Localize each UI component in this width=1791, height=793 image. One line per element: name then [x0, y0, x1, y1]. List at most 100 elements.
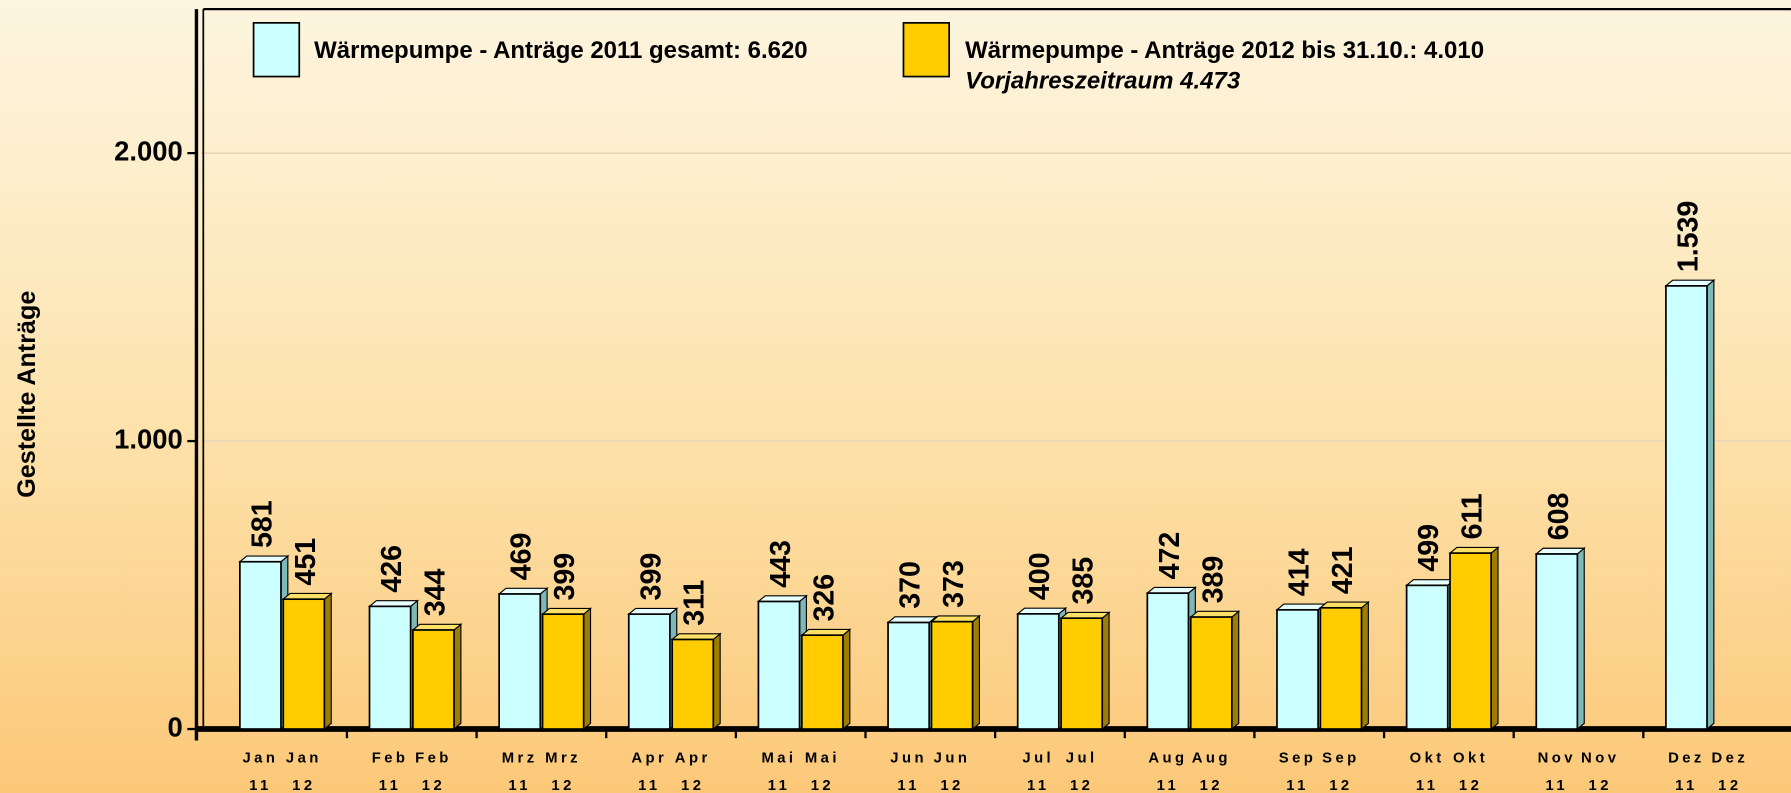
value-label: 370 — [895, 561, 927, 609]
x-sublabel: 11 — [1157, 778, 1180, 793]
x-sublabel: 12 — [681, 778, 704, 793]
x-tick-label: Mai — [761, 751, 796, 767]
x-sublabel: 11 — [1546, 778, 1569, 793]
x-tick-label: Okt — [1453, 751, 1488, 767]
x-sublabel: 11 — [379, 778, 402, 793]
bar — [412, 629, 455, 730]
bar — [368, 605, 412, 730]
x-sublabel: 11 — [1675, 778, 1698, 793]
x-sublabel: 12 — [551, 778, 574, 793]
value-label: 399 — [635, 553, 667, 601]
value-label: 399 — [549, 553, 581, 601]
bar-side — [583, 607, 592, 731]
x-sublabel: 11 — [508, 778, 531, 793]
x-tick-label: Sep — [1322, 751, 1360, 767]
x-tick-label: Okt — [1410, 751, 1445, 767]
value-label: 389 — [1197, 556, 1229, 604]
value-label: 373 — [938, 560, 970, 608]
bar — [627, 613, 671, 730]
x-tick-label: Jan — [242, 751, 278, 767]
x-tick-label: Mrz — [502, 751, 538, 767]
bar — [671, 638, 715, 730]
bar — [541, 613, 585, 730]
x-tick-label: Dez — [1668, 751, 1705, 767]
bar-top — [1405, 579, 1457, 586]
value-label: 400 — [1024, 552, 1056, 600]
bar — [1535, 553, 1579, 730]
y-axis-title: Gestellte Anträge — [13, 291, 41, 498]
x-tick-label: Mai — [805, 751, 840, 767]
value-label: 414 — [1284, 548, 1316, 596]
bar-top — [497, 587, 549, 595]
bar-side — [842, 628, 851, 731]
bar — [498, 593, 542, 730]
x-tick-label: Jun — [890, 751, 927, 767]
x-sublabel: 12 — [1459, 778, 1482, 793]
x-sublabel: 12 — [940, 778, 963, 793]
bar — [1665, 285, 1708, 730]
x-sublabel: 11 — [249, 778, 272, 793]
value-label: 608 — [1543, 493, 1575, 541]
x-sublabel: 12 — [292, 778, 315, 793]
bar — [887, 621, 931, 730]
bar-side — [972, 614, 981, 731]
value-label: 426 — [376, 545, 408, 593]
x-tick-label: Feb — [372, 751, 409, 767]
x-sublabel: 12 — [811, 778, 834, 793]
bar — [1016, 613, 1060, 730]
bar — [239, 560, 282, 730]
value-label: 469 — [506, 533, 538, 581]
bar-top — [1059, 611, 1111, 619]
x-sublabel: 12 — [1070, 778, 1093, 793]
bar-side — [1490, 546, 1499, 731]
x-tick-label: Apr — [675, 751, 711, 767]
x-tick-label: Nov — [1538, 751, 1576, 767]
bar-side — [1706, 278, 1715, 731]
legend-swatch — [902, 21, 951, 78]
bar-side — [453, 623, 462, 731]
bar-top — [1534, 547, 1586, 555]
bar-top — [1664, 279, 1716, 287]
value-label: 499 — [1413, 524, 1445, 572]
value-label: 311 — [679, 580, 711, 626]
x-sublabel: 11 — [638, 778, 661, 793]
bar-side — [323, 592, 332, 731]
x-sublabel: 11 — [768, 778, 791, 793]
x-tick-label: Sep — [1279, 751, 1317, 767]
bar — [1189, 616, 1233, 730]
x-sublabel: 12 — [1589, 778, 1612, 793]
y-tick-label: 0 — [168, 711, 183, 742]
legend-label: Wärmepumpe - Anträge 2012 bis 31.10.: 4.… — [965, 37, 1484, 64]
legend-swatch — [252, 21, 301, 78]
value-label: 385 — [1068, 557, 1100, 605]
value-label: 421 — [1327, 546, 1359, 594]
value-label: 443 — [765, 540, 797, 588]
value-label: 611 — [1457, 493, 1489, 539]
x-tick-label: Mrz — [545, 751, 581, 767]
bar-side — [1360, 600, 1369, 731]
legend-label: Wärmepumpe - Anträge 2011 gesamt: 6.620 — [314, 37, 808, 64]
x-tick-label: Nov — [1581, 751, 1619, 767]
x-tick-label: Jun — [934, 751, 971, 767]
x-sublabel: 11 — [897, 778, 920, 793]
y-tick-label: 1.000 — [114, 423, 183, 454]
bar — [757, 600, 801, 730]
x-tick-label: Apr — [631, 751, 667, 767]
value-label: 581 — [246, 500, 278, 548]
x-sublabel: 12 — [1718, 778, 1741, 793]
bar — [1276, 608, 1319, 730]
value-label: 344 — [419, 569, 451, 617]
x-sublabel: 11 — [1416, 778, 1439, 793]
x-tick-label: Feb — [415, 751, 452, 767]
x-tick-label: Aug — [1148, 751, 1187, 767]
x-tick-label: Jul — [1066, 751, 1098, 767]
bar-top — [1318, 601, 1370, 609]
value-label: 472 — [1154, 532, 1186, 580]
bar-side — [1101, 611, 1110, 731]
bar — [1449, 552, 1492, 730]
value-label: 1.539 — [1672, 201, 1704, 272]
bar-side — [712, 632, 721, 731]
bar — [1060, 617, 1104, 730]
x-sublabel: 11 — [1027, 778, 1050, 793]
